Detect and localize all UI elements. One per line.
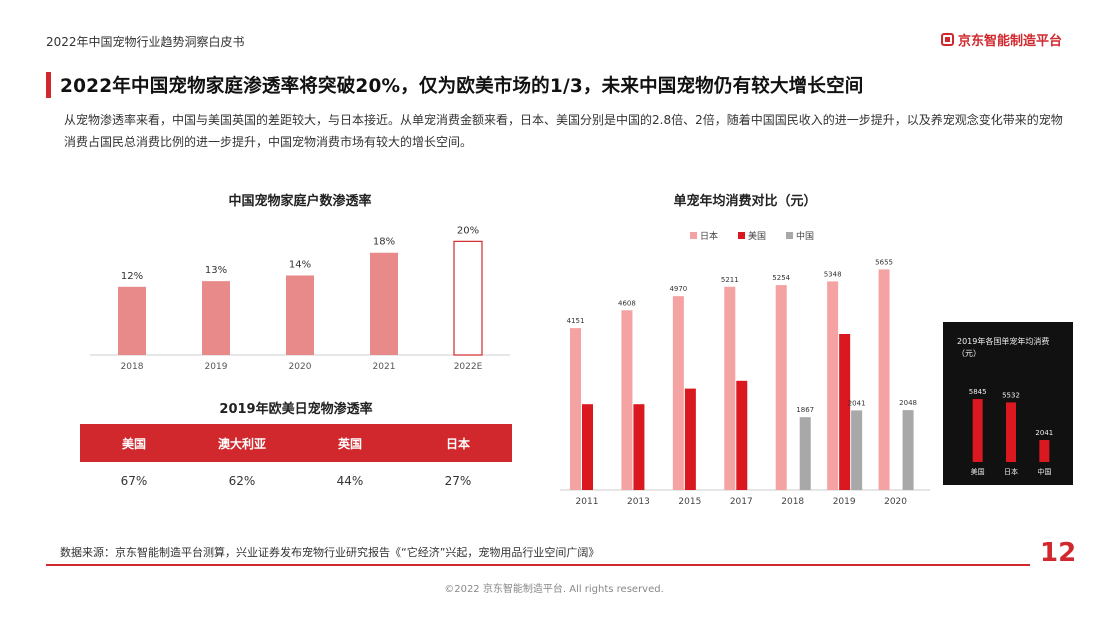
bar	[972, 399, 983, 462]
description: 从宠物渗透率来看，中国与美国英国的差距较大，与日本接近。从单宠消费金额来看，日本…	[64, 113, 1063, 149]
inset-chart-title: 2019年各国单宠年均消费（元）	[957, 337, 1050, 358]
x-tick-label: 2019	[205, 362, 228, 372]
table-value-row: 67% 62% 44% 27%	[80, 462, 512, 500]
x-tick-label: 2018	[121, 362, 144, 372]
bar	[633, 404, 645, 490]
bar	[621, 310, 633, 490]
x-tick-label: 2018	[781, 497, 804, 507]
table-cell: 62%	[228, 474, 256, 488]
legend-label: 中国	[796, 230, 814, 242]
table-header-row: 美国 澳大利亚 英国 日本	[80, 424, 512, 462]
data-label: 5348	[824, 270, 842, 278]
data-label: 4151	[567, 317, 585, 325]
penetration-chart: 12% 2018 13% 2019 14% 2020 18% 2021 20% 2022E	[90, 225, 510, 372]
x-tick-label: 2020	[884, 497, 907, 507]
spending-chart-title: 单宠年均消费对比（元）	[673, 194, 817, 209]
x-tick-label: 2015	[678, 497, 701, 507]
brand-name: 京东智能制造平台	[957, 34, 1062, 49]
spending-chart: 日本 美国 中国 4151 2011 4608 2013 4970 2015 5211 2017 52…	[560, 230, 930, 507]
table-header-cell: 美国	[121, 436, 146, 451]
x-tick-label: 日本	[1004, 467, 1018, 476]
footer-divider	[46, 564, 1030, 566]
table-cell: 44%	[336, 474, 364, 488]
x-tick-label: 2019	[833, 497, 856, 507]
x-tick-label: 2022E	[454, 362, 483, 372]
data-label: 13%	[205, 265, 227, 276]
data-label: 5655	[875, 258, 893, 266]
penetration-chart-title: 中国宠物家庭户数渗透率	[228, 194, 372, 209]
x-tick-label: 2020	[289, 362, 312, 372]
bar	[724, 286, 736, 490]
data-label: 5532	[1002, 391, 1020, 399]
legend-swatch	[738, 232, 745, 239]
bar	[839, 334, 851, 490]
bar	[118, 286, 146, 355]
x-tick-label: 2017	[730, 497, 753, 507]
data-label: 2041	[848, 399, 866, 407]
data-label: 20%	[457, 225, 479, 236]
overseas-penetration-table: 美国 澳大利亚 英国 日本 67% 62% 44% 27%	[80, 424, 512, 500]
data-label: 12%	[121, 271, 143, 282]
overseas-penetration-title: 2019年欧美日宠物渗透率	[219, 402, 373, 417]
data-label: 4970	[669, 285, 687, 293]
data-label: 2048	[899, 399, 917, 407]
table-cell: 67%	[120, 474, 148, 488]
table-header-cell: 日本	[445, 436, 470, 451]
bar	[672, 296, 684, 490]
data-label: 5211	[721, 276, 739, 284]
bar	[370, 252, 398, 355]
x-tick-label: 2011	[576, 497, 599, 507]
x-tick-label: 中国	[1037, 467, 1051, 476]
x-tick-label: 2013	[627, 497, 650, 507]
data-source: 数据来源：京东智能制造平台测算，兴业证券发布宠物行业研究报告《“它经济”兴起，宠…	[60, 546, 600, 559]
data-label: 2041	[1035, 429, 1053, 437]
x-tick-label: 美国	[971, 467, 985, 476]
legend-swatch	[786, 232, 793, 239]
bar	[1006, 402, 1016, 462]
bar	[684, 388, 696, 490]
legend-swatch	[690, 232, 697, 239]
legend-label: 美国	[748, 230, 766, 242]
bar	[851, 410, 863, 490]
table-header-cell: 英国	[337, 436, 362, 451]
table-header-cell: 澳大利亚	[217, 436, 266, 451]
bar	[736, 380, 748, 490]
table-cell: 27%	[444, 474, 472, 488]
copyright: ©2022 京东智能制造平台. All rights reserved.	[444, 584, 664, 595]
report-title: 2022年中国宠物行业趋势洞察白皮书	[46, 35, 245, 49]
bar	[286, 275, 314, 355]
data-label: 18%	[373, 237, 395, 248]
headline: 2022年中国宠物家庭渗透率将突破20%，仅为欧美市场的1/3，未来中国宠物仍有…	[60, 76, 864, 97]
bar	[827, 281, 839, 490]
bar	[878, 269, 890, 490]
data-label: 14%	[289, 259, 311, 270]
brand-icon	[940, 33, 954, 46]
x-tick-label: 2021	[373, 362, 396, 372]
data-label: 1867	[796, 406, 814, 414]
page-number: 12	[1040, 538, 1077, 568]
bar	[1039, 440, 1050, 462]
data-label: 5845	[969, 388, 987, 396]
bar	[582, 404, 593, 490]
data-label: 4608	[618, 299, 636, 307]
inset-chart: 5845 美国 5532 日本 2041 中国	[969, 388, 1053, 476]
bar	[453, 240, 483, 356]
inset-panel: 2019年各国单宠年均消费（元） 5845 美国 5532 日本 2041 中国	[943, 322, 1073, 485]
bar	[799, 417, 811, 490]
bar	[902, 410, 914, 490]
headline-accent-bar	[46, 72, 51, 98]
bar	[570, 328, 581, 490]
brand-logo: 京东智能制造平台	[940, 30, 1062, 49]
legend-label: 日本	[700, 230, 718, 242]
data-label: 5254	[772, 274, 790, 282]
bar	[202, 281, 230, 355]
bar	[775, 285, 787, 490]
